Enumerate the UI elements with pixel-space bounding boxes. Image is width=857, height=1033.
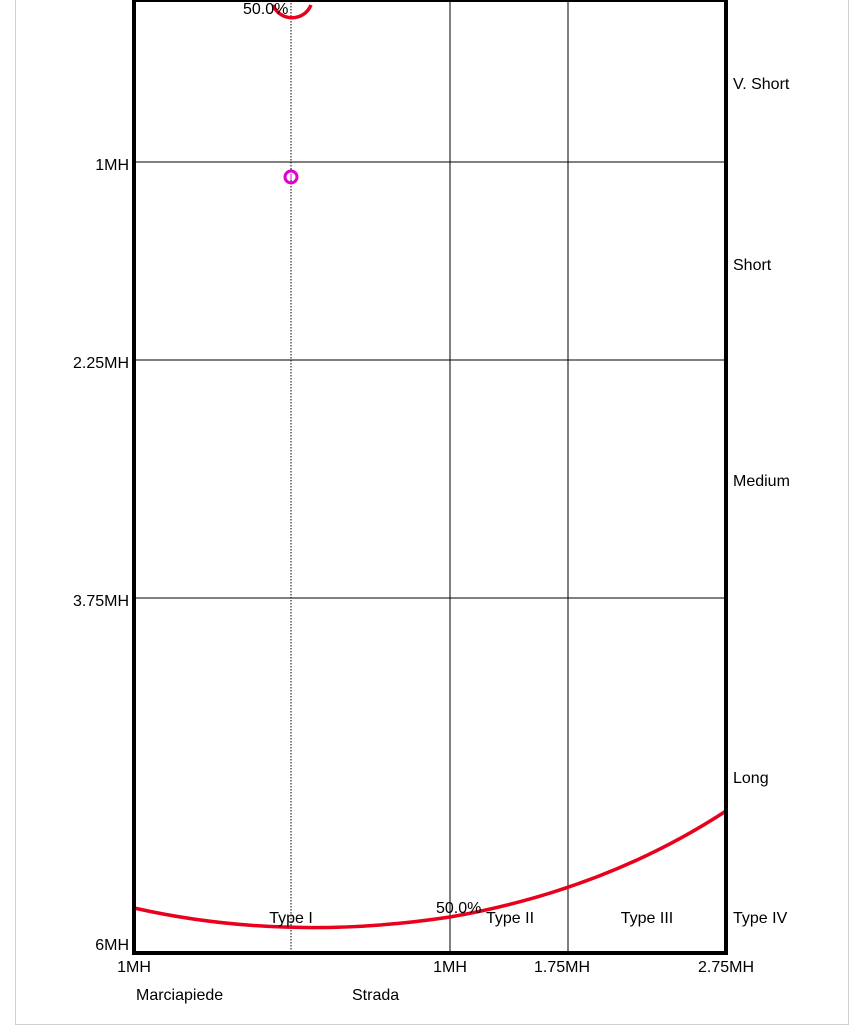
- lateral-type-2: Type II: [486, 910, 534, 927]
- y-tick-label-2-25mh: 2.25MH: [73, 355, 129, 372]
- throw-class-long: Long: [733, 770, 769, 787]
- iso-label-large: 50.0%: [436, 900, 481, 917]
- x-tick-label-1-75mh: 1.75MH: [534, 959, 590, 976]
- lateral-type-4: Type IV: [733, 910, 788, 927]
- luminaire-marker: [283, 169, 299, 185]
- chart-frame: [15, 0, 849, 1025]
- x-tick-label-left-1mh: 1MH: [117, 959, 151, 976]
- x-tick-label-1mh: 1MH: [433, 959, 467, 976]
- iso-curve-large: [133, 809, 727, 930]
- x-side-label-street: Strada: [352, 987, 399, 1004]
- y-tick-label-6mh: 6MH: [95, 937, 129, 954]
- throw-class-medium: Medium: [733, 473, 790, 490]
- lateral-type-3: Type III: [621, 910, 673, 927]
- y-tick-label-3-75mh: 3.75MH: [73, 593, 129, 610]
- plot-border: [132, 0, 728, 955]
- x-tick-label-2-75mh: 2.75MH: [698, 959, 754, 976]
- throw-class-short: Short: [733, 257, 772, 274]
- y-tick-label-1mh: 1MH: [95, 157, 129, 174]
- gridlines: [134, 0, 726, 953]
- iso-label-small: 50.0%: [243, 1, 288, 18]
- plot-area: [134, 0, 726, 953]
- throw-class-very-short: V. Short: [733, 76, 790, 93]
- lateral-type-1: Type I: [269, 910, 313, 927]
- x-side-label-sidewalk: Marciapiede: [136, 987, 223, 1004]
- iso-curve-small: [271, 4, 313, 20]
